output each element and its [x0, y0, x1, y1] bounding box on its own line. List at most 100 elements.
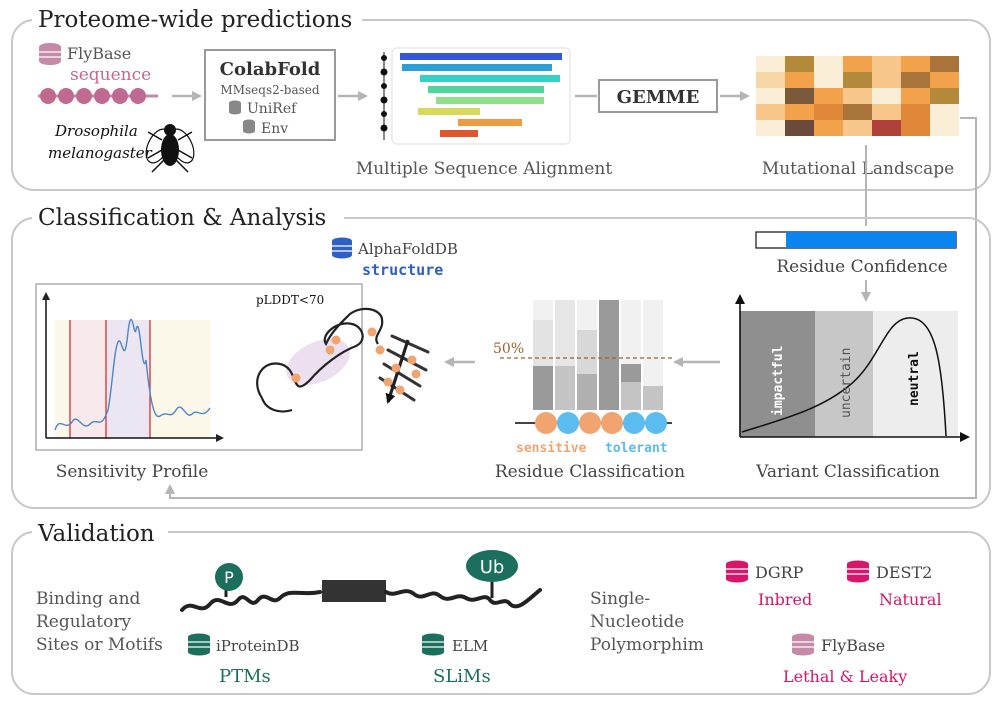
flybase-db-label: FlyBase — [67, 44, 131, 63]
variant-classification-plot: impactful uncertain neutral — [735, 294, 970, 442]
heatmap-cell — [901, 104, 930, 120]
colabfold-sub: MMseqs2-based — [220, 83, 319, 97]
impactful-label: impactful — [771, 346, 786, 416]
msa-row — [418, 108, 480, 115]
proteome-panel: Proteome-wide predictions — [11, 4, 991, 191]
ub-label: Ub — [480, 557, 505, 578]
residue-bar-segment — [577, 374, 597, 410]
validation-panel: Validation — [11, 518, 991, 695]
ubiquitin-badge — [466, 550, 518, 582]
sequence-label: sequence — [70, 65, 151, 85]
residue-bar-segment — [621, 364, 641, 382]
classification-panel: Classification & Analysis — [11, 202, 991, 509]
residue-bar-segment — [621, 382, 641, 410]
slims-label: SLiMs — [433, 666, 491, 687]
gemme-box: GEMME — [598, 79, 718, 113]
heatmap-cell — [814, 120, 843, 136]
database-icon — [188, 633, 210, 656]
binding-line1: Binding and — [36, 589, 141, 609]
heatmap-cell — [756, 56, 785, 72]
residue-beads — [515, 412, 672, 434]
dgrp-sub: Inbred — [758, 590, 812, 609]
snp-line2: Nucleotide — [590, 612, 684, 632]
uniref-db-label: UniRef — [247, 101, 298, 117]
database-icon — [243, 119, 255, 134]
flybase2-label: FlyBase — [821, 636, 885, 655]
heatmap-cell — [930, 120, 959, 136]
density-curve — [741, 317, 947, 437]
uncertain-label: uncertain — [839, 348, 854, 418]
heatmap-cell — [872, 104, 901, 120]
heatmap-cell — [814, 88, 843, 104]
dest2-sub: Natural — [879, 590, 942, 609]
heatmap-cell — [843, 72, 872, 88]
residue-bar-segment — [577, 330, 597, 374]
residue-classification-label: Residue Classification — [495, 462, 685, 482]
heatmap-cell — [814, 72, 843, 88]
colabfold-title: ColabFold — [220, 59, 321, 80]
database-icon — [332, 237, 352, 259]
heatmap-cell — [814, 56, 843, 72]
variant-classification-label: Variant Classification — [755, 462, 940, 482]
msa-row — [400, 53, 562, 60]
sensitivity-profile-label: Sensitivity Profile — [56, 462, 209, 482]
ptms-label: PTMs — [219, 666, 271, 687]
database-icon — [39, 43, 61, 65]
residue-confidence-label: Residue Confidence — [776, 257, 947, 277]
residue-bar-segment — [599, 300, 619, 410]
organism-line1: Drosophila — [54, 122, 138, 140]
heatmap-cell — [843, 104, 872, 120]
database-icon — [726, 560, 748, 583]
threshold-label: 50% — [493, 341, 524, 357]
database-icon — [229, 100, 241, 115]
fly-icon — [145, 124, 195, 173]
heatmap-cell — [872, 88, 901, 104]
database-icon — [422, 633, 444, 656]
heatmap-cell — [756, 120, 785, 136]
msa-row — [458, 119, 522, 126]
structure-label: structure — [362, 261, 443, 279]
residue-bar-segment — [533, 320, 553, 366]
flybase-sequence-group: FlyBase sequence Drosophila melanogaster — [38, 43, 195, 173]
binding-line2: Regulatory — [36, 612, 131, 632]
profile-card: pLDDT<70 — [35, 283, 430, 451]
msa-label: Multiple Sequence Alignment — [356, 159, 612, 179]
dgrp-label: DGRP — [755, 563, 804, 582]
heatmap-cell — [814, 104, 843, 120]
heatmap-cell — [785, 120, 814, 136]
residue-bar-segment — [555, 366, 575, 410]
alphafold-db-label: AlphaFoldDB — [357, 240, 458, 258]
heatmap-cell — [872, 72, 901, 88]
heatmap-cell — [901, 72, 930, 88]
connector-landscape-profile — [165, 117, 977, 499]
heatmap-cell — [901, 88, 930, 104]
iproteindb-label: iProteinDB — [216, 637, 300, 655]
residue-confidence-bar — [755, 231, 957, 249]
residue-bar-segment — [533, 300, 553, 320]
database-icon — [792, 633, 814, 656]
protein-coil — [256, 307, 384, 399]
heatmap-cell — [843, 56, 872, 72]
heatmap-cell — [756, 88, 785, 104]
heatmap-cell — [785, 72, 814, 88]
organism-line2: melanogaster — [48, 144, 153, 162]
heatmap-cell — [843, 88, 872, 104]
heatmap-cell — [756, 72, 785, 88]
heatmap-cell — [785, 88, 814, 104]
sensitive-label: sensitive — [516, 441, 587, 456]
heatmap-cell — [872, 56, 901, 72]
database-icon — [847, 560, 869, 583]
heatmap-cell — [785, 104, 814, 120]
heatmap-cell — [930, 88, 959, 104]
msa-row — [420, 75, 560, 82]
residue-bar-segment — [621, 300, 641, 364]
heatmap-cell — [930, 56, 959, 72]
validation-title: Validation — [37, 521, 155, 547]
phospho-label: P — [224, 568, 234, 587]
proteome-title: Proteome-wide predictions — [38, 7, 352, 33]
classification-title: Classification & Analysis — [38, 205, 326, 231]
msa-row — [428, 86, 544, 93]
msa-row — [436, 97, 544, 104]
gemme-label: GEMME — [617, 87, 700, 108]
